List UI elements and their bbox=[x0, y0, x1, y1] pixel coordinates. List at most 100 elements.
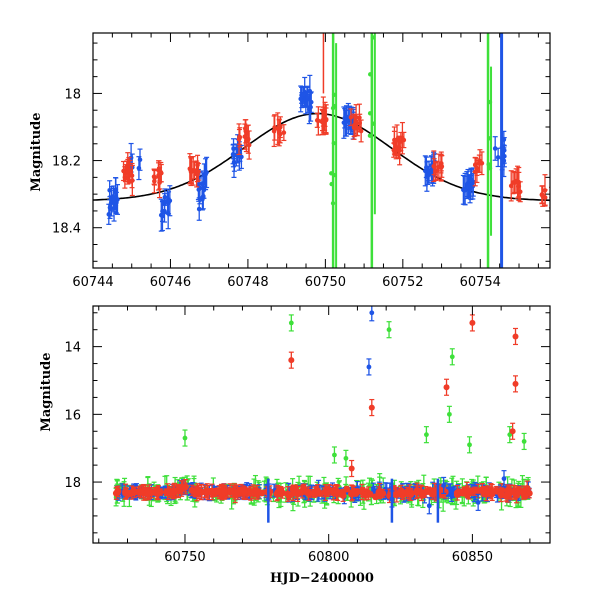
y-tick-label: 18.2 bbox=[52, 155, 81, 170]
top-y-axis-title: Magnitude bbox=[29, 112, 44, 191]
data-point bbox=[478, 487, 486, 495]
data-point bbox=[469, 319, 476, 326]
data-point bbox=[281, 130, 287, 135]
data-point bbox=[143, 489, 151, 497]
data-point bbox=[271, 128, 277, 134]
data-point bbox=[192, 168, 197, 173]
data-point bbox=[453, 489, 461, 497]
data-point bbox=[171, 487, 178, 495]
data-point bbox=[466, 183, 472, 189]
data-point bbox=[343, 455, 349, 461]
y-tick-label: 14 bbox=[64, 341, 81, 356]
data-point bbox=[331, 103, 337, 109]
bottom-panel-data bbox=[112, 306, 533, 523]
data-point bbox=[371, 486, 376, 492]
data-point bbox=[489, 489, 496, 496]
data-point bbox=[495, 155, 501, 160]
data-point bbox=[111, 197, 117, 203]
data-point bbox=[126, 167, 132, 173]
data-point bbox=[368, 404, 375, 411]
data-point bbox=[194, 171, 199, 177]
data-point bbox=[196, 187, 202, 192]
data-point bbox=[513, 491, 521, 498]
data-point bbox=[204, 170, 209, 175]
data-point bbox=[487, 136, 492, 141]
bottom-panel-frame bbox=[92, 305, 551, 544]
data-point bbox=[487, 165, 493, 171]
bottom-x-axis-title: HJD−2400000 bbox=[270, 571, 374, 586]
data-point bbox=[332, 172, 337, 178]
data-point bbox=[434, 168, 440, 173]
data-point bbox=[249, 488, 257, 496]
data-point bbox=[438, 161, 444, 166]
data-point bbox=[314, 118, 320, 123]
data-point bbox=[297, 488, 304, 496]
top-panel-frame bbox=[92, 32, 551, 269]
data-point bbox=[303, 488, 311, 496]
data-point bbox=[502, 492, 510, 500]
data-point bbox=[422, 488, 430, 496]
data-point bbox=[371, 121, 376, 126]
data-point bbox=[370, 35, 376, 40]
y-tick-label: 18 bbox=[64, 87, 81, 102]
data-point bbox=[475, 499, 481, 505]
x-tick-label: 60752 bbox=[382, 275, 423, 290]
x-tick-label: 60750 bbox=[305, 275, 346, 290]
data-point bbox=[314, 486, 321, 494]
data-point bbox=[136, 165, 142, 171]
data-point bbox=[539, 192, 545, 198]
data-point bbox=[386, 327, 392, 333]
data-point bbox=[196, 206, 202, 212]
data-point bbox=[521, 439, 527, 444]
bottom-y-axis-title: Magnitude bbox=[39, 352, 54, 431]
data-point bbox=[166, 488, 173, 496]
data-point bbox=[195, 489, 203, 496]
x-tick-label: 60754 bbox=[460, 275, 501, 290]
data-point bbox=[443, 384, 450, 391]
data-point bbox=[123, 489, 130, 497]
data-point bbox=[278, 124, 283, 130]
data-point bbox=[246, 142, 252, 148]
data-point bbox=[398, 489, 406, 497]
data-point bbox=[167, 198, 173, 204]
data-point bbox=[331, 92, 337, 97]
data-point bbox=[348, 465, 355, 472]
data-point bbox=[288, 320, 294, 326]
data-point bbox=[368, 72, 373, 77]
data-point bbox=[486, 162, 491, 167]
data-point bbox=[321, 109, 326, 114]
data-point bbox=[284, 490, 292, 498]
data-point bbox=[424, 165, 429, 170]
data-point bbox=[227, 488, 235, 496]
data-point bbox=[512, 380, 519, 387]
data-point bbox=[366, 364, 372, 370]
data-point bbox=[333, 488, 341, 495]
data-point bbox=[426, 503, 432, 509]
data-point bbox=[241, 488, 248, 495]
data-point bbox=[231, 153, 236, 158]
data-point bbox=[375, 488, 383, 496]
data-point bbox=[513, 178, 519, 184]
data-point bbox=[389, 496, 395, 502]
data-point bbox=[519, 488, 527, 495]
data-point bbox=[152, 175, 157, 181]
data-point bbox=[501, 476, 507, 482]
data-point bbox=[137, 488, 144, 496]
data-point bbox=[321, 488, 329, 496]
data-point bbox=[369, 310, 375, 316]
top-panel-axes: 60744 60746 60748 60750 60752 60754 18 18.2 18.4 bbox=[52, 33, 550, 290]
data-point bbox=[492, 146, 498, 151]
data-point bbox=[473, 487, 481, 495]
data-point bbox=[244, 138, 249, 144]
data-point bbox=[367, 111, 373, 116]
data-point bbox=[517, 189, 523, 195]
data-point bbox=[114, 488, 122, 495]
data-point bbox=[393, 146, 399, 152]
x-tick-label: 60746 bbox=[150, 275, 191, 290]
data-point bbox=[162, 194, 168, 200]
data-point bbox=[121, 168, 126, 174]
data-point bbox=[394, 137, 400, 143]
data-point bbox=[401, 137, 407, 143]
bottom-panel-axes: 60750 60800 60850 14 16 18 bbox=[64, 306, 550, 565]
